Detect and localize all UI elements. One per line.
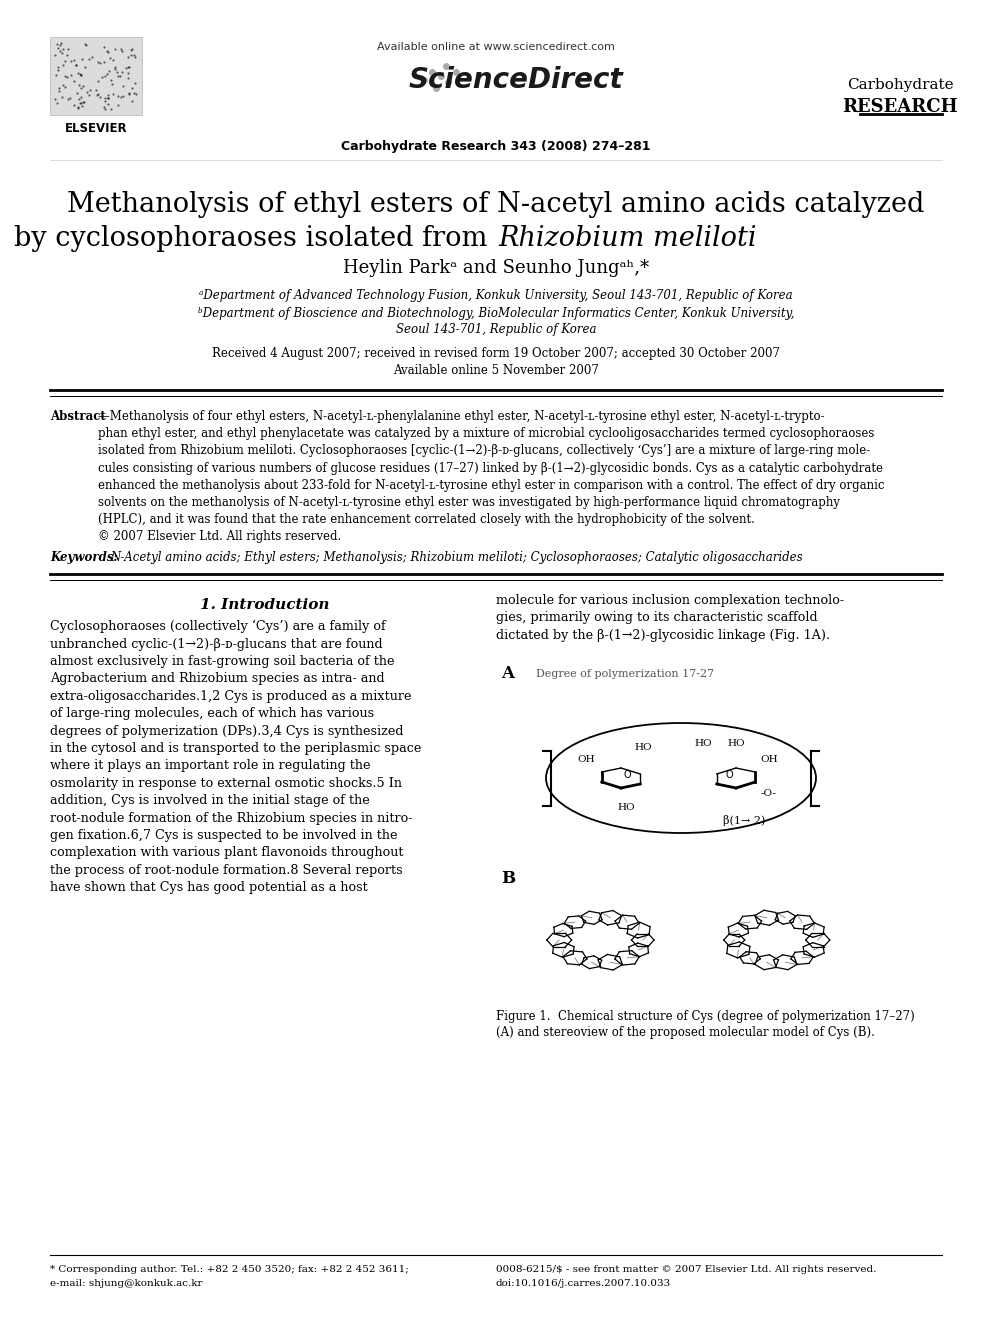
Text: molecule for various inclusion complexation technolo-
gies, primarily owing to i: molecule for various inclusion complexat…	[496, 594, 844, 642]
Text: Abstract: Abstract	[50, 410, 106, 423]
Text: A: A	[501, 665, 514, 681]
Text: Heylin Parkᵃ and Seunho Jungᵃʰ,*: Heylin Parkᵃ and Seunho Jungᵃʰ,*	[343, 259, 649, 277]
Text: O: O	[623, 770, 631, 781]
Text: Available online 5 November 2007: Available online 5 November 2007	[393, 364, 599, 377]
Text: O: O	[726, 770, 733, 781]
Text: Cyclosophoraoses (collectively ‘Cys’) are a family of
unbranched cyclic-(1→2)-β-: Cyclosophoraoses (collectively ‘Cys’) ar…	[50, 620, 422, 894]
Bar	[50, 37, 142, 115]
Text: Keywords:: Keywords:	[50, 550, 122, 564]
Text: doi:10.1016/j.carres.2007.10.033: doi:10.1016/j.carres.2007.10.033	[496, 1279, 672, 1289]
Text: 1. Introduction: 1. Introduction	[200, 598, 329, 613]
Text: * Corresponding author. Tel.: +82 2 450 3520; fax: +82 2 452 3611;: * Corresponding author. Tel.: +82 2 450 …	[50, 1265, 409, 1274]
Text: RESEARCH: RESEARCH	[842, 98, 958, 116]
Text: 0008-6215/$ - see front matter © 2007 Elsevier Ltd. All rights reserved.: 0008-6215/$ - see front matter © 2007 El…	[496, 1265, 876, 1274]
Text: e-mail: shjung@konkuk.ac.kr: e-mail: shjung@konkuk.ac.kr	[50, 1279, 202, 1289]
Text: Methanolysis of ethyl esters of N-acetyl amino acids catalyzed: Methanolysis of ethyl esters of N-acetyl…	[67, 192, 925, 218]
Text: HO: HO	[617, 803, 635, 812]
Text: Carbohydrate: Carbohydrate	[847, 78, 953, 93]
Text: -O-: -O-	[761, 789, 777, 798]
Text: N-Acetyl amino acids; Ethyl esters; Methanolysis; Rhizobium meliloti; Cyclosopho: N-Acetyl amino acids; Ethyl esters; Meth…	[110, 550, 803, 564]
Text: HO: HO	[634, 744, 652, 753]
Text: ScienceDirect: ScienceDirect	[409, 66, 623, 94]
Text: ᵇDepartment of Bioscience and Biotechnology, BioMolecular Informatics Center, Ko: ᵇDepartment of Bioscience and Biotechnol…	[197, 307, 795, 319]
Text: HO: HO	[727, 738, 745, 747]
Text: B: B	[501, 871, 515, 886]
Text: OH: OH	[760, 755, 778, 765]
Text: Carbohydrate Research 343 (2008) 274–281: Carbohydrate Research 343 (2008) 274–281	[341, 140, 651, 153]
Text: ELSEVIER: ELSEVIER	[64, 122, 127, 135]
Text: ᵃDepartment of Advanced Technology Fusion, Konkuk University, Seoul 143-701, Rep: ᵃDepartment of Advanced Technology Fusio…	[199, 288, 793, 302]
Text: (A) and stereoview of the proposed molecular model of Cys (B).: (A) and stereoview of the proposed molec…	[496, 1027, 875, 1039]
Text: Degree of polymerization 17-27: Degree of polymerization 17-27	[536, 669, 714, 679]
Text: by cyclosophoraoses isolated from: by cyclosophoraoses isolated from	[14, 225, 496, 251]
Text: β(1→ 2): β(1→ 2)	[723, 815, 766, 826]
Text: HO: HO	[694, 738, 712, 747]
Text: Received 4 August 2007; received in revised form 19 October 2007; accepted 30 Oc: Received 4 August 2007; received in revi…	[212, 347, 780, 360]
Text: Available online at www.sciencedirect.com: Available online at www.sciencedirect.co…	[377, 42, 615, 52]
Text: —Methanolysis of four ethyl esters, N-acetyl-ʟ-phenylalanine ethyl ester, N-acet: —Methanolysis of four ethyl esters, N-ac…	[98, 410, 885, 544]
Text: Rhizobium meliloti: Rhizobium meliloti	[498, 225, 757, 251]
Text: Seoul 143-701, Republic of Korea: Seoul 143-701, Republic of Korea	[396, 324, 596, 336]
Text: OH: OH	[577, 755, 595, 765]
Text: Figure 1.  Chemical structure of Cys (degree of polymerization 17–27): Figure 1. Chemical structure of Cys (deg…	[496, 1009, 915, 1023]
